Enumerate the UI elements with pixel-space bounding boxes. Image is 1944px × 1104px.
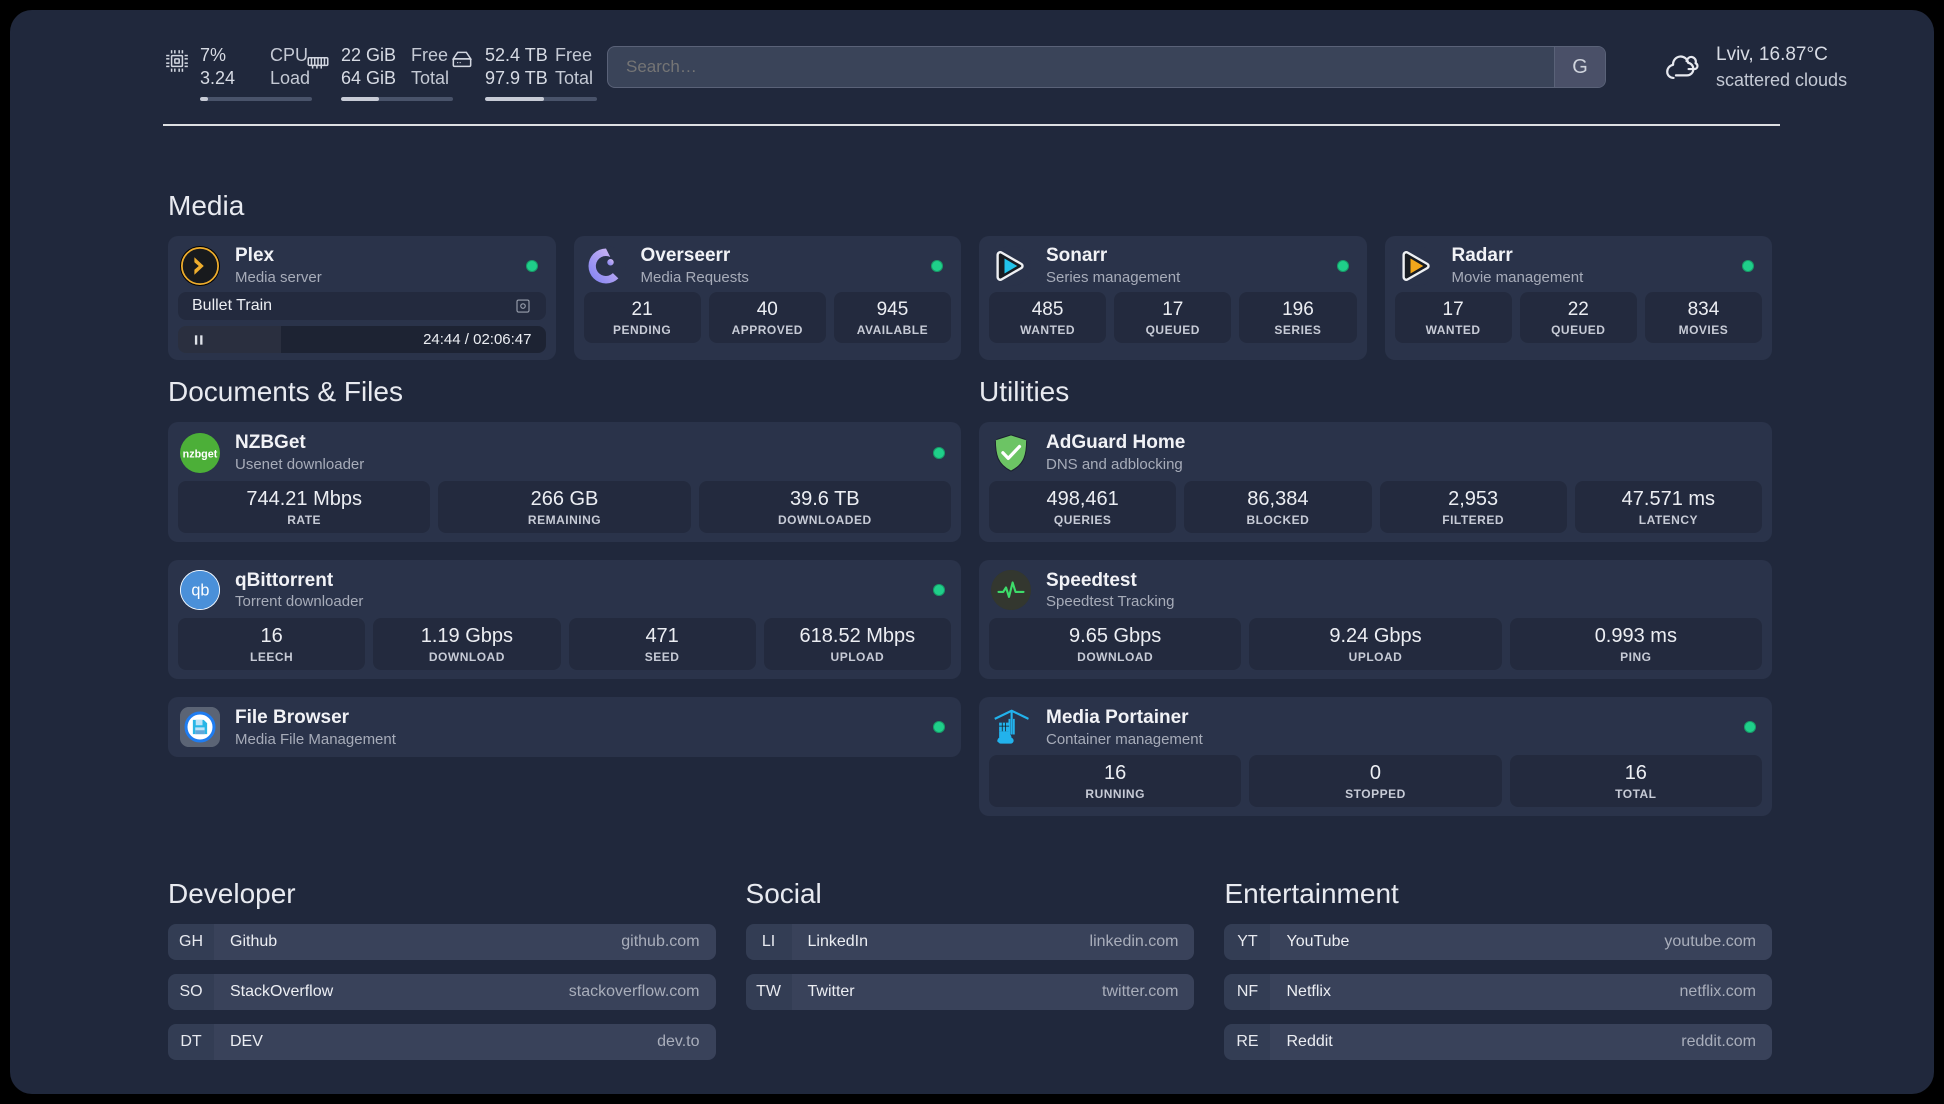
svg-text:qb: qb <box>191 582 209 600</box>
svg-text:nzbget: nzbget <box>183 448 218 460</box>
